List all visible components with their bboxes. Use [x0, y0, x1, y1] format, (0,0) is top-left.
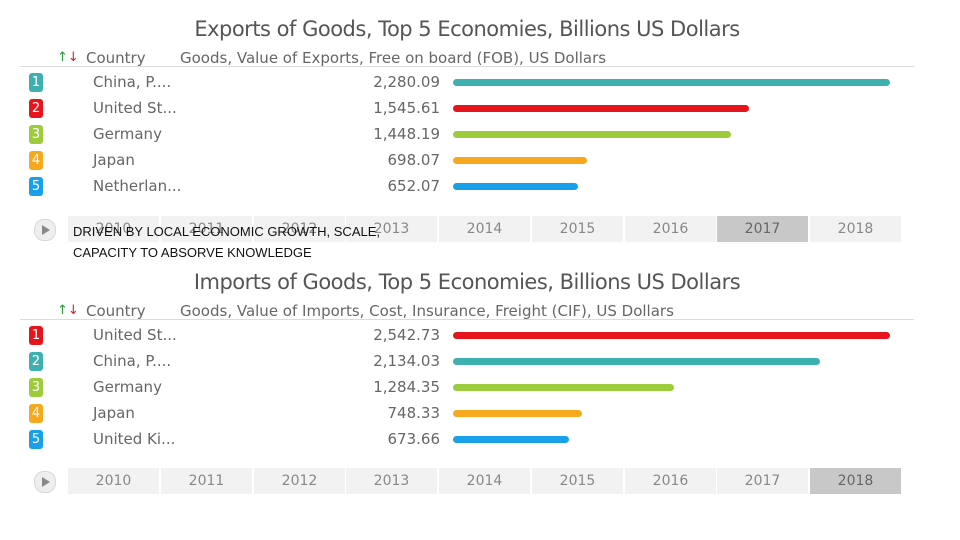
- imports-country-name: Germany: [93, 378, 162, 396]
- imports-country-name: United Ki...: [93, 430, 176, 448]
- exports-country-name: United St...: [93, 99, 177, 117]
- exports-play-button[interactable]: [30, 216, 64, 242]
- imports-value-label: 748.33: [387, 404, 441, 422]
- exports-country-name: Germany: [93, 125, 162, 143]
- imports-year-2010[interactable]: 2010: [68, 468, 161, 494]
- exports-bar-2: [453, 105, 749, 112]
- imports-year-2011[interactable]: 2011: [161, 468, 254, 494]
- exports-value-label: 698.07: [387, 151, 441, 169]
- exports-value-header[interactable]: Goods, Value of Exports, Free on board (…: [180, 49, 607, 67]
- imports-timeline: 2010 2011 2012 2013 2014 2015 2016 2017 2018: [30, 468, 903, 494]
- exports-year-2015[interactable]: 2015: [532, 216, 625, 242]
- imports-bar-5: [453, 436, 569, 443]
- imports-chart-title: Imports of Goods, Top 5 Economies, Billi…: [193, 270, 741, 294]
- imports-play-button[interactable]: [30, 468, 64, 494]
- imports-bar-1: [453, 332, 890, 339]
- exports-year-2016[interactable]: 2016: [625, 216, 718, 242]
- imports-table-row[interactable]: 4 Japan 748.33: [20, 401, 914, 427]
- exports-value-label: 1,448.19: [373, 125, 440, 143]
- exports-year-2018[interactable]: 2018: [810, 216, 903, 242]
- exports-bar-3: [453, 131, 731, 138]
- exports-rank-badge: 3: [29, 125, 43, 144]
- exports-value-label: 652.07: [387, 177, 441, 195]
- exports-chart-panel: Exports of Goods, Top 5 Economies, Billi…: [20, 13, 914, 243]
- imports-table-row[interactable]: 5 United Ki... 673.66: [20, 427, 914, 453]
- exports-timeline: 2010 2011 2012 2013 2014 2015 2016 2017 2018: [30, 216, 903, 242]
- exports-rank-badge: 5: [29, 177, 43, 196]
- exports-table-row[interactable]: 4 Japan 698.07: [20, 148, 914, 174]
- exports-bar-5: [453, 183, 578, 190]
- exports-rank-badge: 1: [29, 73, 43, 92]
- imports-bar-2: [453, 358, 820, 365]
- exports-country-header[interactable]: Country: [86, 49, 146, 67]
- imports-table-row[interactable]: 3 Germany 1,284.35: [20, 375, 914, 401]
- exports-value-label: 2,280.09: [373, 73, 440, 91]
- imports-rank-badge: 2: [29, 352, 43, 371]
- imports-rank-badge: 3: [29, 378, 43, 397]
- exports-table-row[interactable]: 1 China, P.... 2,280.09: [20, 70, 914, 96]
- exports-country-name: China, P....: [93, 73, 172, 91]
- imports-rank-badge: 4: [29, 404, 43, 423]
- exports-country-name: Netherlan...: [93, 177, 182, 195]
- imports-header-divider: [20, 319, 914, 320]
- imports-year-2012[interactable]: 2012: [254, 468, 347, 494]
- exports-table-row[interactable]: 5 Netherlan... 652.07: [20, 174, 914, 200]
- imports-country-name: China, P....: [93, 352, 172, 370]
- imports-year-2016[interactable]: 2016: [625, 468, 718, 494]
- exports-header-divider: [20, 66, 914, 67]
- exports-country-name: Japan: [93, 151, 135, 169]
- exports-rank-badge: 4: [29, 151, 43, 170]
- imports-value-label: 2,134.03: [373, 352, 440, 370]
- imports-rank-badge: 5: [29, 430, 43, 449]
- imports-year-2015[interactable]: 2015: [532, 468, 625, 494]
- imports-value-label: 673.66: [387, 430, 441, 448]
- imports-year-2018[interactable]: 2018: [810, 468, 903, 494]
- overlay-caption: DRIVEN BY LOCAL ECONOMIC GROWTH, SCALE, …: [73, 224, 380, 260]
- imports-bar-4: [453, 410, 582, 417]
- imports-value-header[interactable]: Goods, Value of Imports, Cost, Insurance…: [180, 302, 674, 320]
- imports-country-header[interactable]: Country: [86, 302, 146, 320]
- exports-table-row[interactable]: 3 Germany 1,448.19: [20, 122, 914, 148]
- imports-bar-3: [453, 384, 674, 391]
- exports-bar-4: [453, 157, 587, 164]
- exports-year-2011[interactable]: 2011: [161, 216, 254, 242]
- imports-value-label: 1,284.35: [373, 378, 440, 396]
- imports-year-2017[interactable]: 2017: [717, 468, 810, 494]
- imports-year-2014[interactable]: 2014: [439, 468, 532, 494]
- imports-table-row[interactable]: 1 United St... 2,542.73: [20, 323, 914, 349]
- imports-chart-panel: Imports of Goods, Top 5 Economies, Billi…: [20, 266, 914, 510]
- imports-table-row[interactable]: 2 China, P.... 2,134.03: [20, 349, 914, 375]
- exports-year-2010[interactable]: 2010: [68, 216, 161, 242]
- imports-year-2013[interactable]: 2013: [346, 468, 439, 494]
- exports-year-2013[interactable]: 2013: [346, 216, 439, 242]
- exports-bar-1: [453, 79, 890, 86]
- exports-table-row[interactable]: 2 United St... 1,545.61: [20, 96, 914, 122]
- imports-country-name: United St...: [93, 326, 177, 344]
- imports-rank-badge: 1: [29, 326, 43, 345]
- imports-sort-icon[interactable]: ↑↓: [57, 303, 79, 318]
- exports-rank-badge: 2: [29, 99, 43, 118]
- play-icon: [42, 225, 50, 235]
- exports-value-label: 1,545.61: [373, 99, 440, 117]
- imports-value-label: 2,542.73: [373, 326, 440, 344]
- play-icon: [42, 477, 50, 487]
- exports-year-2017[interactable]: 2017: [717, 216, 810, 242]
- exports-sort-icon[interactable]: ↑↓: [57, 50, 79, 65]
- exports-year-2014[interactable]: 2014: [439, 216, 532, 242]
- imports-country-name: Japan: [93, 404, 135, 422]
- exports-chart-title: Exports of Goods, Top 5 Economies, Billi…: [194, 17, 740, 41]
